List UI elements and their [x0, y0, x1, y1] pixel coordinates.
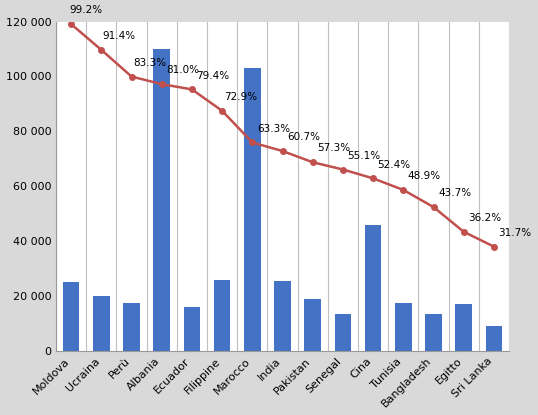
Text: 52.4%: 52.4%: [378, 160, 411, 170]
Text: 72.9%: 72.9%: [224, 92, 257, 102]
Bar: [214, 280, 230, 351]
Bar: [395, 303, 412, 351]
Text: 91.4%: 91.4%: [103, 31, 136, 41]
Bar: [274, 281, 291, 351]
Text: 99.2%: 99.2%: [69, 5, 103, 15]
Text: 63.3%: 63.3%: [257, 124, 290, 134]
Text: 57.3%: 57.3%: [317, 144, 350, 154]
Bar: [63, 283, 80, 351]
Bar: [305, 299, 321, 351]
Bar: [244, 68, 260, 351]
Text: 79.4%: 79.4%: [196, 71, 230, 81]
Bar: [486, 326, 502, 351]
Text: 36.2%: 36.2%: [468, 213, 501, 223]
Bar: [123, 303, 140, 351]
Text: 43.7%: 43.7%: [438, 188, 471, 198]
Text: 55.1%: 55.1%: [348, 151, 380, 161]
Bar: [153, 49, 170, 351]
Bar: [335, 314, 351, 351]
Bar: [425, 314, 442, 351]
Bar: [365, 225, 381, 351]
Bar: [183, 307, 200, 351]
Text: 60.7%: 60.7%: [287, 132, 320, 142]
Bar: [456, 305, 472, 351]
Text: 48.9%: 48.9%: [408, 171, 441, 181]
Text: 81.0%: 81.0%: [166, 65, 199, 76]
Text: 31.7%: 31.7%: [499, 228, 532, 238]
Bar: [93, 296, 110, 351]
Text: 83.3%: 83.3%: [133, 58, 166, 68]
